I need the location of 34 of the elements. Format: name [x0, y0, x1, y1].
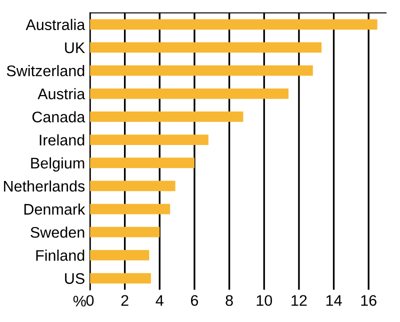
x-tick-label: 0	[86, 295, 94, 306]
bar	[90, 134, 208, 145]
x-tick-label: 2	[121, 295, 128, 306]
bar	[90, 158, 194, 168]
y-tick-label: Finland	[36, 250, 84, 261]
x-tick-label: 16	[361, 295, 376, 306]
y-tick-label: Austria	[38, 88, 86, 100]
y-tick-label: UK	[65, 42, 85, 54]
x-axis-title: %	[73, 296, 86, 306]
x-tick-label: 6	[191, 295, 198, 306]
y-tick-label: Australia	[26, 18, 86, 30]
y-tick-label: Sweden	[30, 226, 84, 238]
x-tick-label: 8	[226, 295, 233, 306]
bar	[90, 19, 378, 30]
y-tick-label: US	[65, 273, 84, 284]
x-tick-label: 4	[156, 295, 164, 306]
y-tick-label: Canada	[32, 111, 86, 122]
bar	[90, 226, 160, 238]
x-tick-label: 14	[326, 295, 342, 306]
bar	[90, 273, 151, 284]
bar	[90, 88, 288, 99]
y-tick-label: Belgium	[31, 157, 84, 172]
bar	[90, 204, 170, 214]
bar	[90, 180, 176, 192]
y-tick-label: Denmark	[24, 203, 86, 215]
x-tick-label: 10	[256, 295, 272, 306]
bar	[90, 42, 322, 53]
bar	[90, 112, 244, 122]
y-tick-label: Ireland	[40, 134, 84, 146]
x-tick-label: 12	[292, 295, 307, 306]
y-tick-label: Netherlands	[4, 180, 85, 192]
y-tick-label: Switzerland	[6, 65, 84, 76]
bar	[90, 250, 150, 260]
bar	[90, 65, 313, 76]
